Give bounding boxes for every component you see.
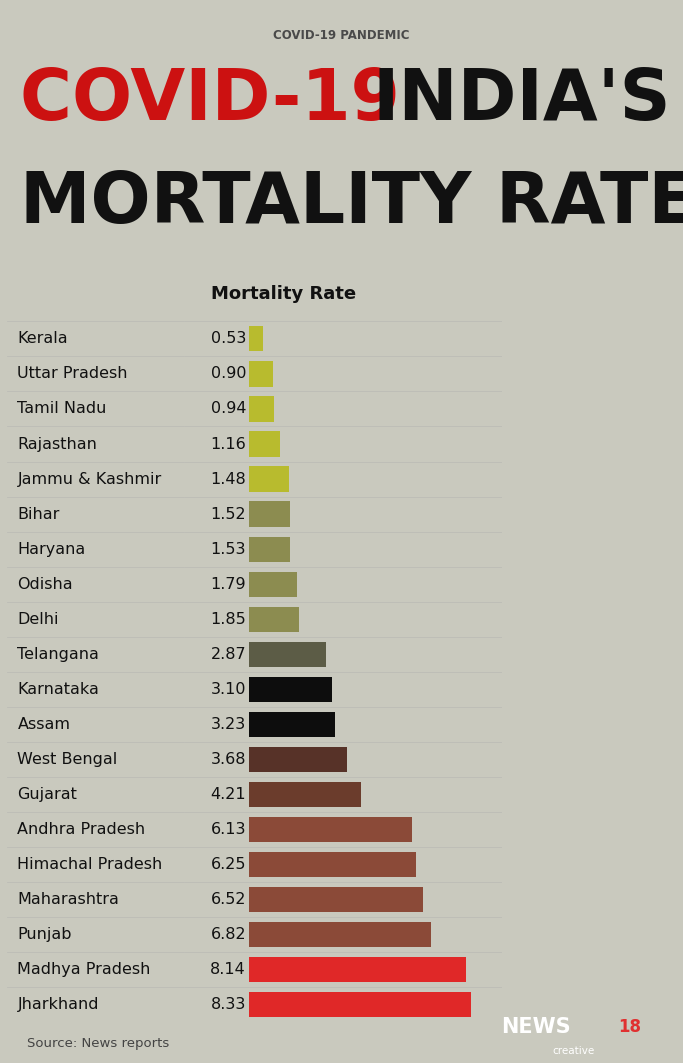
Text: Jammu & Kashmir: Jammu & Kashmir <box>18 472 162 487</box>
Bar <box>249 677 332 702</box>
Text: MORTALITY RATE: MORTALITY RATE <box>20 169 683 238</box>
Text: 4.21: 4.21 <box>210 787 246 802</box>
Text: Mortality Rate: Mortality Rate <box>211 286 356 303</box>
Text: 3.68: 3.68 <box>210 752 246 766</box>
Bar <box>249 887 423 912</box>
Bar <box>249 782 361 807</box>
Text: 6.13: 6.13 <box>210 822 246 837</box>
Bar <box>249 326 264 352</box>
Bar <box>249 922 431 947</box>
Text: Uttar Pradesh: Uttar Pradesh <box>18 367 128 382</box>
Text: Tamil Nadu: Tamil Nadu <box>18 402 107 417</box>
Bar <box>249 747 347 772</box>
Text: Karnataka: Karnataka <box>18 681 99 697</box>
Bar <box>249 396 275 422</box>
Bar <box>249 572 297 596</box>
Text: 6.82: 6.82 <box>210 927 246 942</box>
Text: 1.48: 1.48 <box>210 472 246 487</box>
Bar <box>249 957 466 982</box>
Text: 2.87: 2.87 <box>210 646 246 662</box>
Text: 6.25: 6.25 <box>210 857 246 872</box>
Text: COVID-19: COVID-19 <box>20 66 425 135</box>
Text: 0.53: 0.53 <box>210 332 246 347</box>
Text: Jharkhand: Jharkhand <box>18 997 99 1012</box>
Text: 3.10: 3.10 <box>210 681 246 697</box>
Text: Gujarat: Gujarat <box>18 787 77 802</box>
Text: Madhya Pradesh: Madhya Pradesh <box>18 962 151 977</box>
Bar <box>249 361 273 387</box>
Text: 1.85: 1.85 <box>210 611 246 627</box>
Text: 6.52: 6.52 <box>210 892 246 907</box>
Text: 1.79: 1.79 <box>210 577 246 592</box>
Text: Punjab: Punjab <box>18 927 72 942</box>
Text: Delhi: Delhi <box>18 611 59 627</box>
Text: Odisha: Odisha <box>18 577 73 592</box>
Text: 1.16: 1.16 <box>210 437 246 452</box>
Bar <box>249 502 290 527</box>
Bar <box>249 992 471 1017</box>
Text: Himachal Pradesh: Himachal Pradesh <box>18 857 163 872</box>
Text: Rajasthan: Rajasthan <box>18 437 98 452</box>
Bar <box>249 816 413 842</box>
Text: Bihar: Bihar <box>18 507 60 522</box>
Text: INDIA'S: INDIA'S <box>372 66 671 135</box>
Bar <box>249 432 280 457</box>
Text: 8.33: 8.33 <box>210 997 246 1012</box>
Bar <box>249 851 415 877</box>
Text: 1.52: 1.52 <box>210 507 246 522</box>
Bar <box>249 712 335 737</box>
Text: Haryana: Haryana <box>18 542 86 557</box>
Text: Assam: Assam <box>18 716 70 732</box>
Bar <box>249 607 298 631</box>
Text: Telangana: Telangana <box>18 646 99 662</box>
Text: 0.90: 0.90 <box>210 367 246 382</box>
Text: Kerala: Kerala <box>18 332 68 347</box>
Text: creative: creative <box>553 1046 595 1056</box>
Bar <box>249 642 326 667</box>
Text: COVID-19 PANDEMIC: COVID-19 PANDEMIC <box>273 29 410 41</box>
Bar <box>249 467 289 492</box>
Text: 8.14: 8.14 <box>210 962 246 977</box>
Text: 1.53: 1.53 <box>210 542 246 557</box>
Text: NEWS: NEWS <box>501 1016 571 1036</box>
Text: Maharashtra: Maharashtra <box>18 892 120 907</box>
Text: Andhra Pradesh: Andhra Pradesh <box>18 822 145 837</box>
Text: 18: 18 <box>617 1017 641 1035</box>
Text: 0.94: 0.94 <box>210 402 246 417</box>
Text: Source: News reports: Source: News reports <box>27 1037 169 1050</box>
Text: 3.23: 3.23 <box>211 716 246 732</box>
Text: West Bengal: West Bengal <box>18 752 117 766</box>
Bar <box>249 537 290 561</box>
